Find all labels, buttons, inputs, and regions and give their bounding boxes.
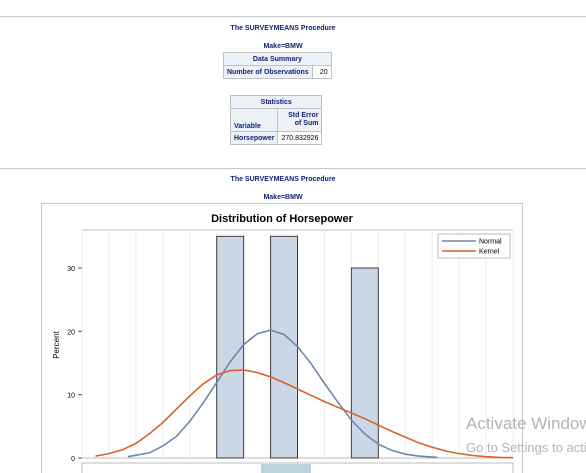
- stderr-header-line2: of Sum: [294, 120, 319, 127]
- variable-header-text: Variable: [234, 123, 261, 130]
- statistics-title: Statistics: [229, 95, 323, 109]
- stderr-column-header: Std Error of Sum: [277, 108, 323, 132]
- y-axis-label: Percent: [52, 330, 61, 358]
- horsepower-row-label: Horsepower: [229, 131, 279, 145]
- y-tick-label: 0: [71, 456, 75, 463]
- y-tick-label: 10: [67, 393, 75, 400]
- data-summary-table: Data Summary Number of Observations 20: [223, 52, 332, 79]
- y-tick-label: 30: [67, 266, 75, 273]
- histogram-bar-3: [350, 267, 379, 459]
- variable-column-header: Variable: [229, 108, 279, 132]
- data-summary-title: Data Summary: [223, 52, 332, 66]
- histogram-bar-1: [216, 235, 245, 459]
- observations-label: Number of Observations: [223, 65, 313, 79]
- lower-panel-bar: [261, 464, 311, 473]
- by-group-line: Make=BMW: [263, 43, 303, 50]
- legend-label-normal: Normal: [479, 239, 502, 246]
- histogram-svg: Distribution of Horsepower Percent 0 10 20…: [52, 213, 514, 473]
- activation-watermark-subtitle: Go to Settings to activate Windows.: [466, 440, 586, 455]
- output-separator-top: [0, 16, 586, 17]
- y-tick-label: 20: [67, 329, 75, 336]
- histogram-bar-2: [270, 235, 298, 459]
- procedure-title: The SURVEYMEANS Procedure: [230, 25, 336, 32]
- observations-value: 20: [311, 65, 332, 79]
- output-separator-middle: [0, 168, 586, 169]
- stderr-header-line1: Std Error: [288, 112, 319, 119]
- by-group-line-2: Make=BMW: [263, 194, 303, 201]
- kernel-density-curve: [95, 369, 514, 459]
- histogram-chart: Distribution of Horsepower Percent 0 10 20…: [41, 203, 523, 473]
- horsepower-stderr-value: 270.832926: [277, 131, 323, 145]
- chart-title: Distribution of Horsepower: [211, 213, 354, 225]
- activation-watermark-title: Activate Windows: [466, 414, 586, 433]
- legend-box: [437, 233, 511, 259]
- legend-label-kernel: Kernel: [479, 249, 500, 256]
- statistics-table: Statistics Variable Std Error of Sum Hor…: [229, 95, 323, 145]
- procedure-title-2: The SURVEYMEANS Procedure: [230, 176, 336, 183]
- normal-density-curve: [127, 329, 438, 459]
